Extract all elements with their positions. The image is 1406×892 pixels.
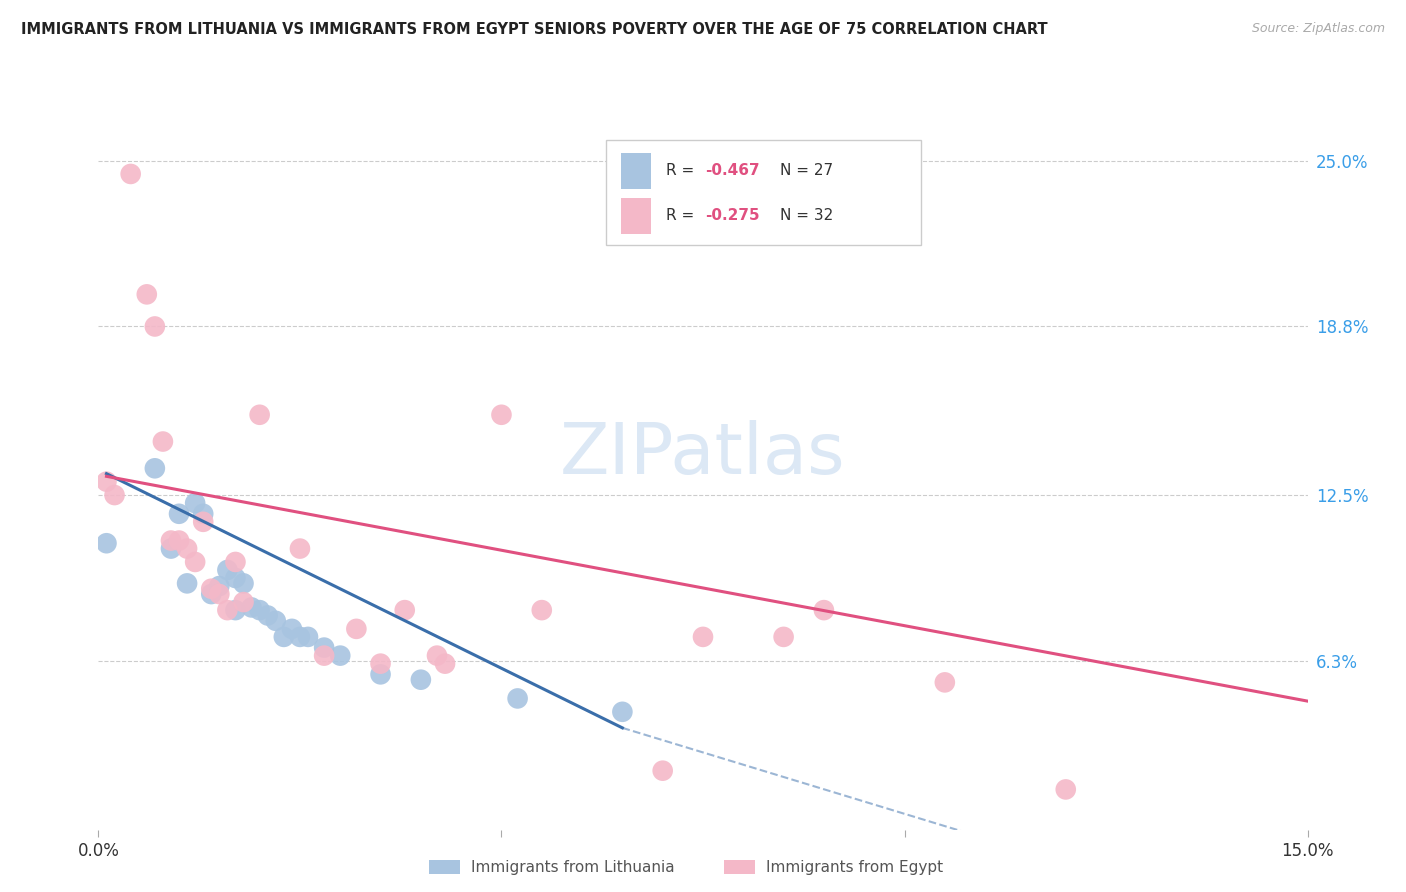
Point bbox=[434, 657, 457, 671]
Point bbox=[232, 595, 254, 609]
Point bbox=[160, 533, 183, 548]
Point bbox=[208, 579, 231, 593]
Text: Source: ZipAtlas.com: Source: ZipAtlas.com bbox=[1251, 22, 1385, 36]
Point bbox=[249, 603, 271, 617]
Point bbox=[224, 603, 246, 617]
Point bbox=[200, 582, 222, 596]
Point bbox=[193, 507, 215, 521]
Text: -0.467: -0.467 bbox=[706, 163, 761, 178]
Point bbox=[103, 488, 125, 502]
Point bbox=[297, 630, 319, 644]
Point bbox=[370, 667, 392, 681]
Point bbox=[530, 603, 553, 617]
Point bbox=[96, 536, 118, 550]
Point bbox=[934, 675, 956, 690]
Point bbox=[394, 603, 416, 617]
Point bbox=[224, 555, 246, 569]
Point bbox=[167, 507, 190, 521]
Point bbox=[200, 587, 222, 601]
Point bbox=[329, 648, 352, 663]
Point bbox=[96, 475, 118, 489]
Text: N = 27: N = 27 bbox=[780, 163, 834, 178]
Point bbox=[160, 541, 183, 556]
Point bbox=[167, 533, 190, 548]
Point bbox=[176, 576, 198, 591]
Point bbox=[152, 434, 174, 449]
Point bbox=[256, 608, 278, 623]
Text: R =: R = bbox=[665, 209, 699, 223]
Text: N = 32: N = 32 bbox=[780, 209, 834, 223]
Point bbox=[184, 496, 207, 510]
Point bbox=[193, 515, 215, 529]
Text: ZIPatlas: ZIPatlas bbox=[560, 420, 846, 490]
Point bbox=[184, 555, 207, 569]
FancyBboxPatch shape bbox=[606, 140, 921, 245]
Text: R =: R = bbox=[665, 163, 699, 178]
Point bbox=[426, 648, 449, 663]
Point bbox=[1054, 782, 1077, 797]
Point bbox=[409, 673, 432, 687]
Point bbox=[344, 622, 367, 636]
FancyBboxPatch shape bbox=[621, 153, 651, 189]
Point bbox=[135, 287, 157, 301]
Text: IMMIGRANTS FROM LITHUANIA VS IMMIGRANTS FROM EGYPT SENIORS POVERTY OVER THE AGE : IMMIGRANTS FROM LITHUANIA VS IMMIGRANTS … bbox=[21, 22, 1047, 37]
FancyBboxPatch shape bbox=[621, 198, 651, 234]
Point bbox=[772, 630, 794, 644]
Point bbox=[370, 657, 392, 671]
Point bbox=[273, 630, 295, 644]
Point bbox=[224, 571, 246, 585]
Text: Immigrants from Lithuania: Immigrants from Lithuania bbox=[471, 860, 675, 874]
Point bbox=[232, 576, 254, 591]
Point bbox=[506, 691, 529, 706]
Point bbox=[143, 319, 166, 334]
Point bbox=[612, 705, 634, 719]
Point bbox=[692, 630, 714, 644]
Point bbox=[651, 764, 673, 778]
Point bbox=[264, 614, 287, 628]
Point bbox=[314, 648, 336, 663]
Point bbox=[314, 640, 336, 655]
Point bbox=[281, 622, 304, 636]
Text: Immigrants from Egypt: Immigrants from Egypt bbox=[766, 860, 943, 874]
Point bbox=[176, 541, 198, 556]
Point bbox=[120, 167, 142, 181]
Text: -0.275: -0.275 bbox=[706, 209, 761, 223]
Point bbox=[249, 408, 271, 422]
Point bbox=[288, 630, 311, 644]
Point bbox=[288, 541, 311, 556]
Point bbox=[217, 603, 239, 617]
Point bbox=[217, 563, 239, 577]
Point bbox=[240, 600, 263, 615]
Point bbox=[208, 587, 231, 601]
Point bbox=[143, 461, 166, 475]
Point bbox=[813, 603, 835, 617]
Point bbox=[491, 408, 513, 422]
